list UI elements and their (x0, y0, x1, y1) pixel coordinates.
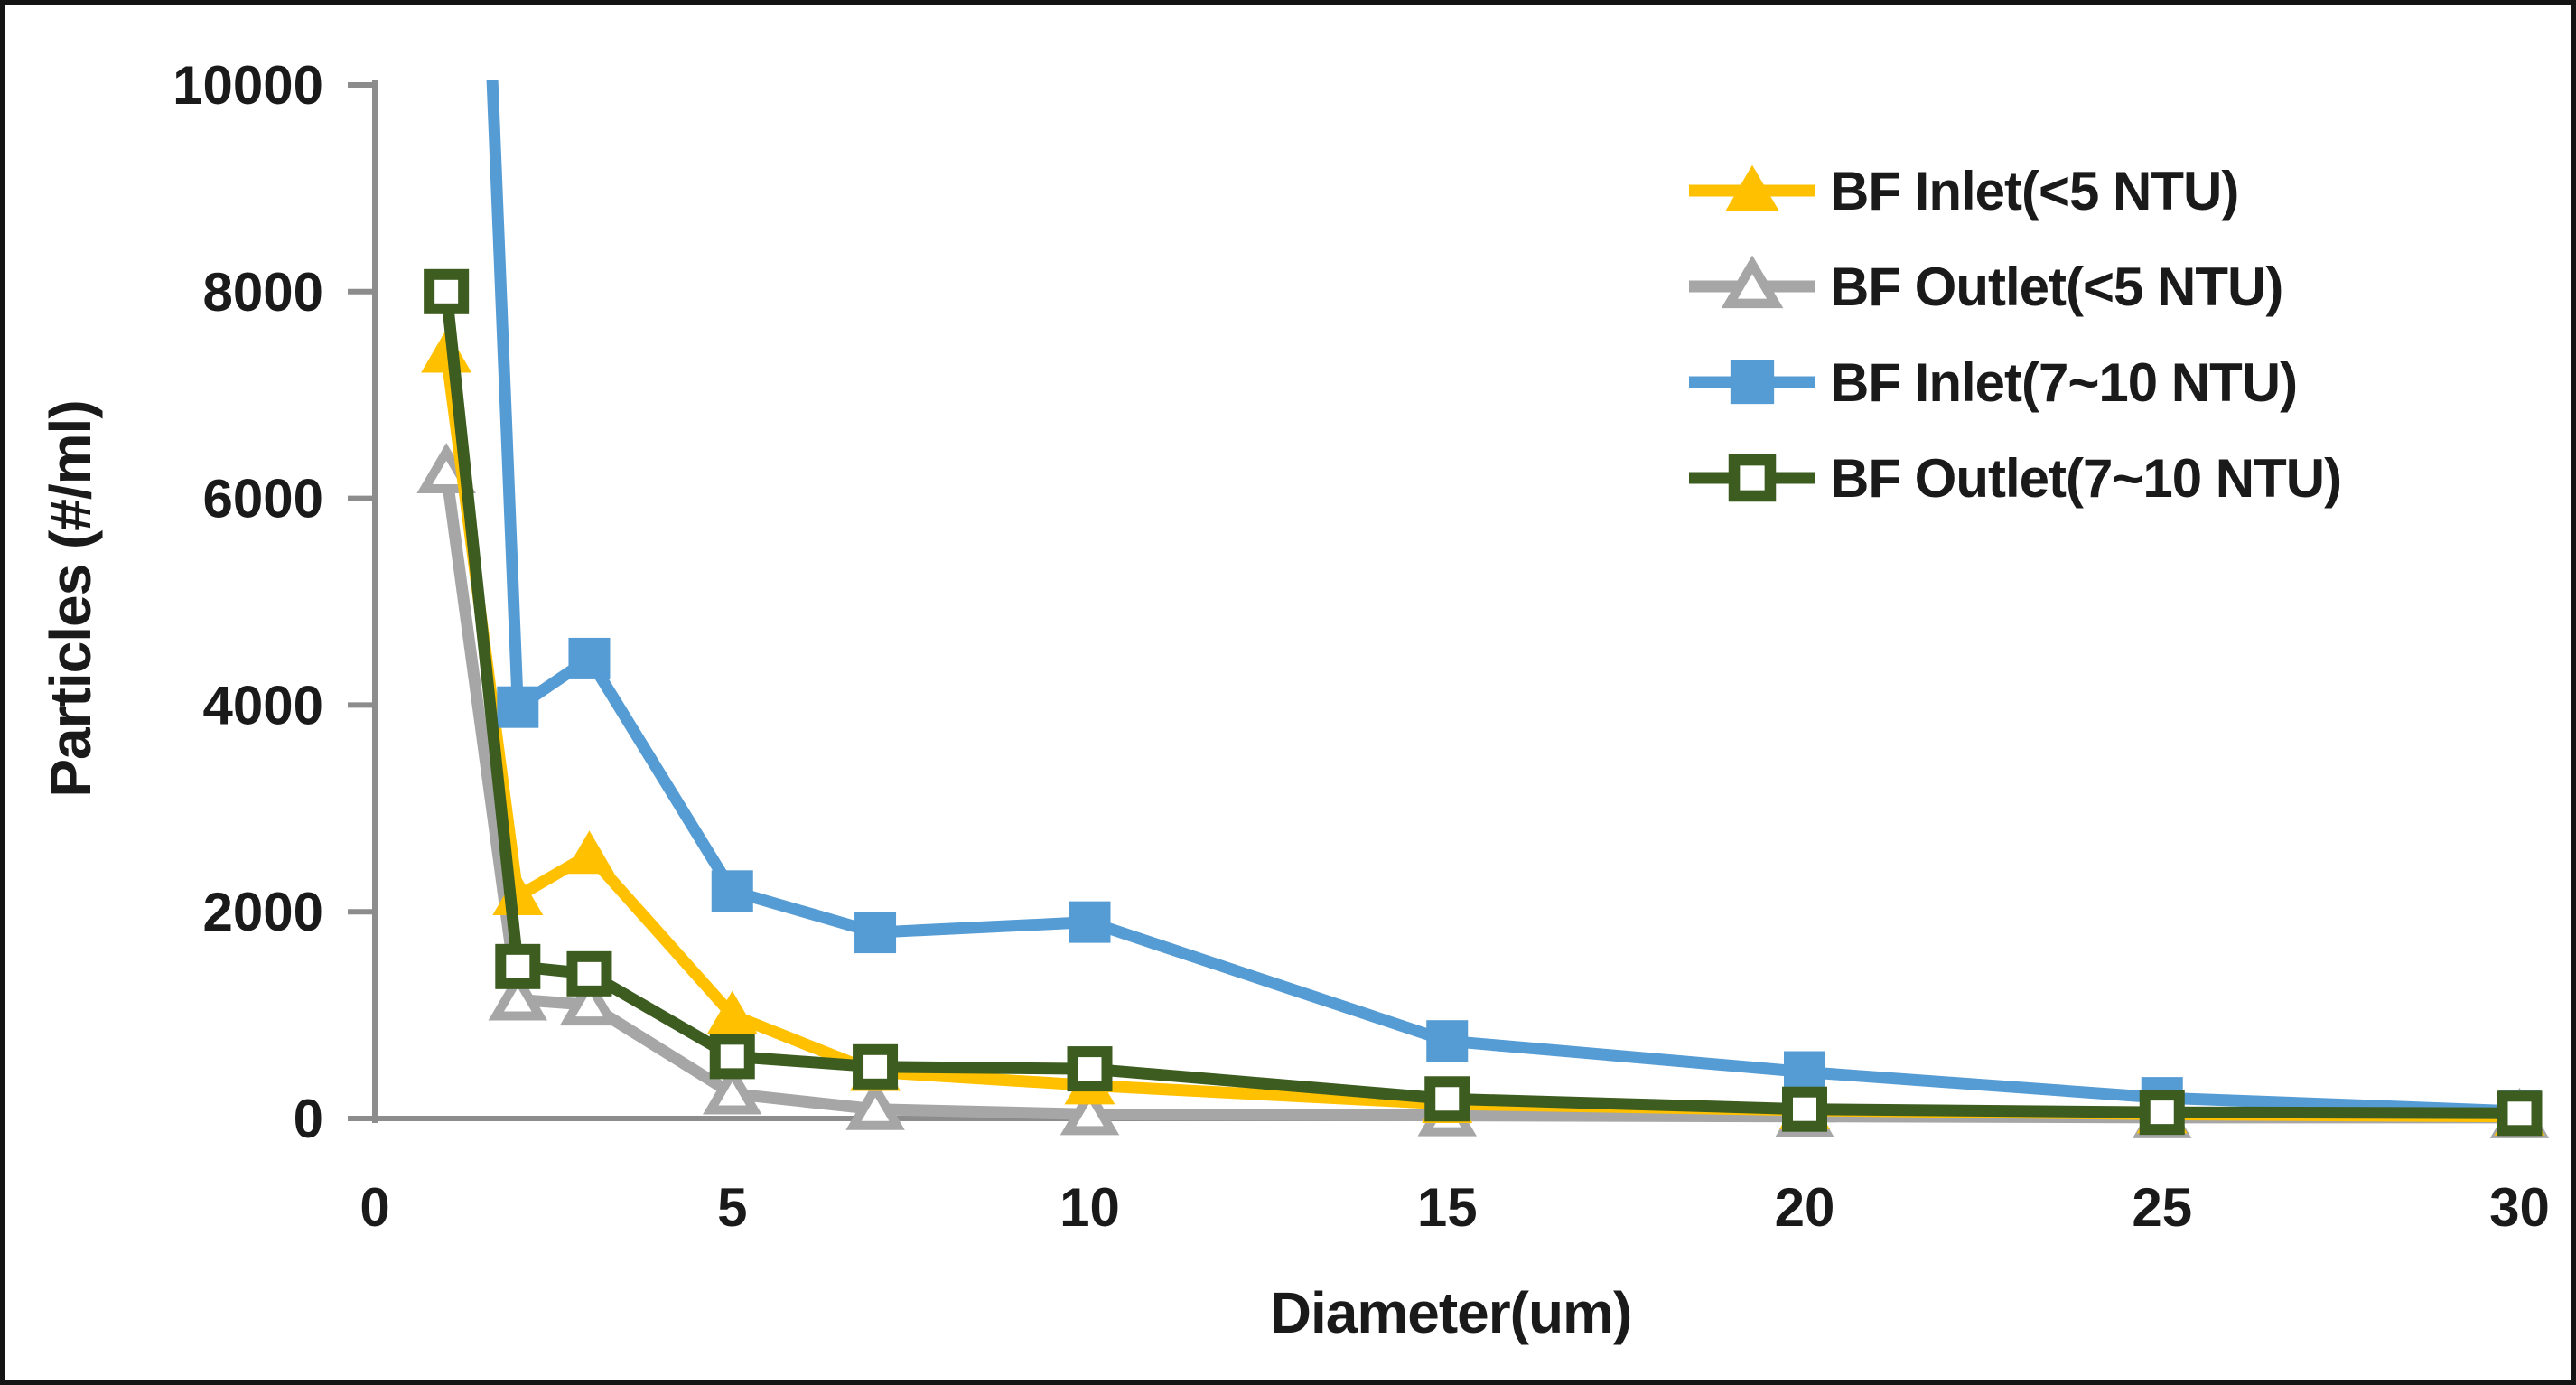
y-tick-label: 6000 (203, 469, 323, 529)
legend-label: BF Outlet(<5 NTU) (1830, 256, 2283, 317)
legend-item: BF Inlet(7~10 NTU) (1687, 334, 2341, 430)
triangle-marker-icon (1725, 164, 1779, 211)
open-square-marker-icon (424, 268, 470, 314)
y-tick-label: 0 (294, 1089, 323, 1149)
legend-marker-icon (1689, 360, 1815, 405)
open-triangle-marker-icon (559, 975, 620, 1026)
x-tick-label: 15 (1417, 1177, 1478, 1238)
x-tick-label: 30 (2489, 1177, 2550, 1238)
square-marker-icon (711, 870, 753, 912)
y-axis-title: Particles (#/ml) (38, 400, 103, 798)
x-tick-label: 0 (359, 1177, 389, 1238)
series-line (440, 285, 2525, 1119)
triangle-marker-icon (706, 990, 758, 1034)
series-line (486, 80, 2525, 1118)
open-square-marker-icon (1067, 1046, 1113, 1092)
triangle-marker-icon (564, 830, 615, 875)
x-tick-label: 10 (1059, 1177, 1120, 1238)
square-marker-icon (1426, 1020, 1469, 1062)
open-square-marker-icon (1424, 1076, 1470, 1122)
legend-label: BF Inlet(7~10 NTU) (1830, 351, 2298, 413)
plot-area: 0 2000 4000 6000 8000 10000 0 5 10 15 20 25 30 (173, 55, 2550, 1238)
square-marker-icon (497, 686, 539, 728)
open-square-marker-icon (495, 943, 541, 989)
open-square-marker-icon (1728, 454, 1777, 502)
open-triangle-marker-icon (703, 1063, 762, 1115)
legend-label: BF Outlet(7~10 NTU) (1830, 447, 2342, 509)
legend-marker-icon (1689, 454, 1815, 502)
square-marker-icon (1069, 901, 1111, 943)
legend-item: BF Outlet(7~10 NTU) (1687, 430, 2342, 526)
open-square-marker-icon (566, 950, 612, 997)
square-marker-icon (1730, 360, 1775, 405)
legend-item: BF Outlet(<5 NTU) (1687, 239, 2341, 334)
square-marker-icon (1784, 1051, 1825, 1093)
series-bf-inlet-7-10-ntu- (486, 80, 2541, 1132)
open-triangle-marker-icon (845, 1079, 905, 1130)
legend-marker-icon (1689, 255, 1815, 309)
series-bf-outlet-7-10-ntu- (424, 268, 2543, 1137)
open-square-marker-icon (2139, 1090, 2185, 1136)
open-square-marker-icon (1782, 1086, 1827, 1132)
triangle-marker-icon (492, 872, 544, 916)
open-square-marker-icon (709, 1034, 755, 1080)
open-triangle-marker-icon (1059, 1084, 1120, 1136)
open-triangle-marker-icon (1721, 255, 1784, 309)
legend-marker-icon (1689, 164, 1815, 211)
square-marker-icon (568, 637, 611, 679)
y-tick-label: 4000 (203, 675, 323, 735)
open-square-marker-icon (2497, 1090, 2543, 1137)
x-axis-title: Diameter(um) (1269, 1280, 1633, 1345)
open-triangle-marker-icon (488, 969, 548, 1021)
x-tick-label: 20 (1775, 1177, 1835, 1238)
legend-item: BF Inlet(<5 NTU) (1687, 143, 2341, 239)
legend-label: BF Inlet(<5 NTU) (1830, 160, 2239, 221)
open-square-marker-icon (853, 1043, 899, 1090)
legend: BF Inlet(<5 NTU) BF Outlet(<5 NTU) BF Inle… (1687, 143, 2342, 526)
y-tick-label: 8000 (203, 262, 323, 323)
x-tick-label: 25 (2132, 1177, 2192, 1238)
y-tick-label: 10000 (173, 55, 323, 116)
x-tick-label: 5 (717, 1177, 747, 1238)
square-marker-icon (854, 912, 897, 954)
y-tick-label: 2000 (203, 882, 323, 942)
